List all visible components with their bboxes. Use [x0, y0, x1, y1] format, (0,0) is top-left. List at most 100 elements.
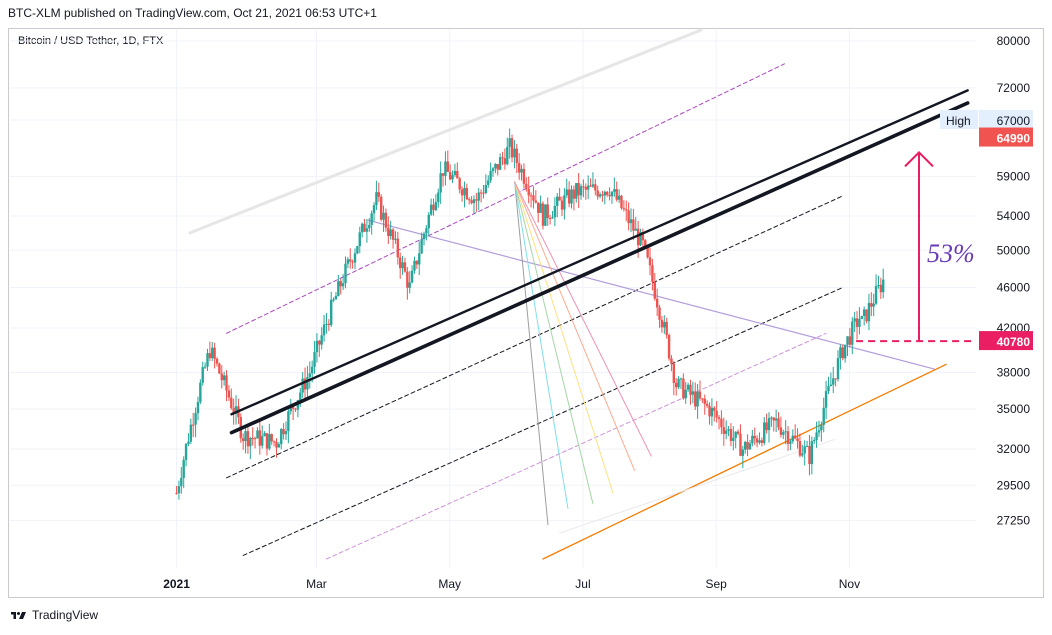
candle-body: [784, 431, 787, 433]
trendline-purple-upper: [226, 63, 785, 334]
y-tick-label: 80000: [997, 34, 1031, 48]
candle-body: [603, 191, 607, 196]
candle-body: [589, 185, 592, 187]
candle-body: [829, 384, 833, 387]
candle-body: [691, 391, 695, 395]
candle-body: [753, 435, 756, 439]
candle-body: [479, 192, 483, 194]
candle-body: [351, 261, 354, 263]
candle-body: [460, 189, 464, 196]
candle-body: [567, 189, 571, 204]
candle-body: [396, 238, 400, 258]
candle-body: [322, 324, 326, 336]
candle-body: [458, 178, 461, 190]
candle-body: [710, 407, 714, 417]
candle-body: [715, 410, 718, 418]
candle-body: [194, 413, 197, 425]
candle-body: [506, 146, 509, 165]
chart-frame[interactable]: [8, 28, 1044, 598]
candle-body: [222, 375, 226, 381]
candle-body: [865, 309, 868, 322]
candle-body: [315, 340, 319, 353]
candle-body: [667, 335, 671, 359]
candle-body: [727, 429, 730, 431]
candle-body: [294, 408, 297, 410]
candle-body: [413, 260, 416, 271]
candle-body: [677, 378, 680, 388]
candle-body: [213, 347, 216, 359]
candle-body: [429, 204, 433, 215]
candle-body: [313, 352, 316, 367]
candle-body: [525, 183, 528, 189]
candle-body: [337, 281, 340, 296]
candle-body: [363, 223, 366, 232]
candle-body: [765, 422, 768, 431]
candle-body: [608, 194, 611, 197]
support-price-value: 40780: [997, 335, 1031, 349]
candle-body: [610, 191, 614, 197]
candle-body: [641, 231, 645, 241]
candle-body: [244, 431, 247, 442]
candle-body: [717, 417, 721, 419]
candle-body: [634, 228, 637, 231]
trendline-orange: [542, 363, 947, 560]
candle-body: [220, 373, 223, 381]
candle-body: [877, 284, 880, 286]
candle-body: [782, 432, 785, 435]
candle-body: [258, 430, 262, 446]
candle-body: [513, 148, 516, 158]
candle-body: [306, 377, 309, 390]
candle-body: [627, 210, 630, 224]
candle-body: [546, 204, 549, 219]
candle-body: [653, 281, 656, 299]
grid: [10, 30, 976, 568]
candle-body: [774, 418, 778, 421]
y-tick-label: 38000: [997, 366, 1031, 380]
candle-body: [282, 429, 285, 435]
candle-body: [601, 194, 604, 196]
candle-body: [379, 196, 383, 220]
candles: [175, 128, 885, 500]
candle-body: [215, 358, 219, 364]
candle-body: [434, 201, 438, 210]
candle-body: [268, 434, 271, 449]
x-tick-label: May: [438, 577, 461, 591]
candle-body: [808, 446, 811, 465]
candle-body: [241, 438, 245, 442]
candle-body: [732, 437, 735, 441]
candle-body: [410, 270, 414, 283]
candle-body: [793, 435, 797, 439]
candle-body: [308, 373, 311, 378]
candle-body: [230, 397, 233, 409]
candle-body: [879, 284, 883, 293]
candle-body: [365, 228, 369, 232]
candle-body: [572, 189, 576, 199]
candle-body: [384, 212, 388, 228]
candle-body: [349, 259, 352, 262]
candle-body: [353, 253, 357, 263]
candle-body: [789, 441, 792, 444]
y-tick-label: 59000: [997, 170, 1031, 184]
footer: TradingView: [10, 608, 98, 622]
candle-body: [532, 195, 535, 201]
candle-body: [303, 378, 307, 390]
candle-body: [720, 418, 723, 428]
candle-body: [399, 257, 402, 269]
candle-body: [325, 323, 328, 325]
candle-body: [382, 212, 385, 220]
candle-body: [701, 398, 704, 400]
candle-body: [475, 199, 478, 201]
candle-body: [427, 214, 430, 229]
candle-body: [684, 389, 687, 399]
candle-body: [225, 375, 228, 391]
high-badge-value: 67000: [997, 114, 1031, 128]
candle-body: [579, 186, 583, 196]
candle-body: [694, 391, 697, 407]
candle-body: [522, 168, 526, 184]
candle-body: [594, 184, 597, 191]
candle-body: [839, 347, 842, 359]
candle-body: [770, 417, 773, 419]
candle-body: [598, 194, 602, 197]
fan-line: [514, 181, 614, 494]
